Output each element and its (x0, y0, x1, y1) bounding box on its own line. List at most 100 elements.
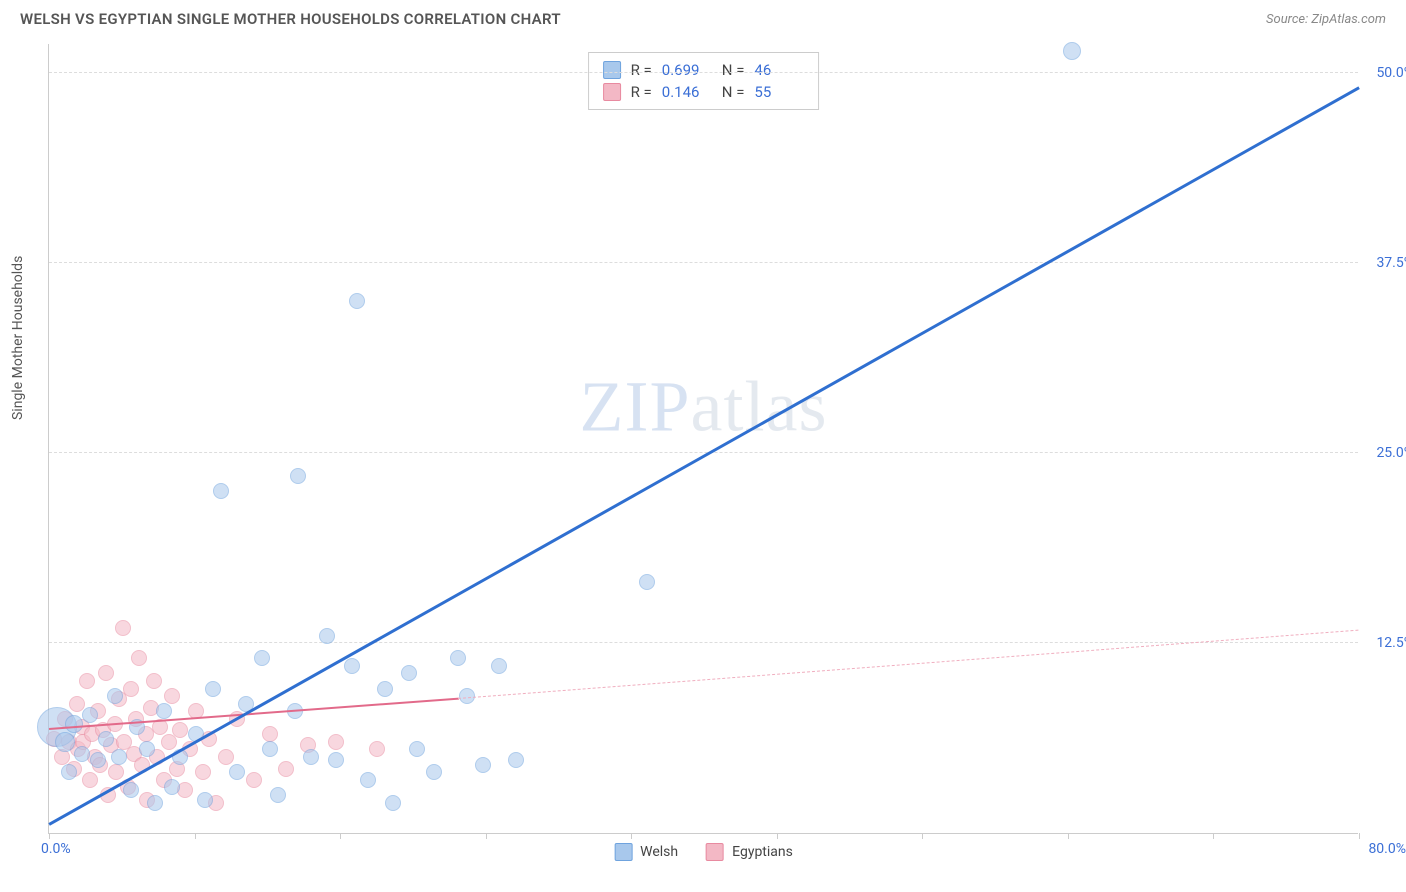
data-point (197, 792, 213, 808)
n-label: N = (722, 61, 745, 79)
data-point (111, 749, 127, 765)
trend-line (48, 86, 1359, 825)
data-point (147, 795, 163, 811)
stats-row-welsh: R = 0.699 N = 46 (603, 59, 805, 81)
data-point (90, 752, 106, 768)
data-point (74, 746, 90, 762)
data-point (115, 620, 131, 636)
data-point (98, 665, 114, 681)
legend-item-egyptians: Egyptians (706, 843, 793, 861)
data-point (1063, 42, 1081, 60)
watermark-light: atlas (691, 366, 828, 446)
scatter-chart: ZIPatlas R = 0.699 N = 46 R = 0.146 N = … (48, 44, 1358, 834)
x-tick (1068, 833, 1069, 839)
trend-line (458, 630, 1359, 699)
data-point (108, 764, 124, 780)
data-point (79, 673, 95, 689)
gridline (49, 262, 1358, 263)
data-point (377, 681, 393, 697)
data-point (65, 715, 83, 733)
data-point (450, 650, 466, 666)
data-point (131, 650, 147, 666)
legend-item-welsh: Welsh (614, 843, 678, 861)
chart-title: WELSH VS EGYPTIAN SINGLE MOTHER HOUSEHOL… (20, 10, 561, 28)
data-point (98, 731, 114, 747)
x-axis-max-label: 80.0% (1368, 841, 1406, 857)
gridline (49, 72, 1358, 73)
y-tick-label: 37.5% (1376, 255, 1406, 271)
y-tick-label: 25.0% (1376, 445, 1406, 461)
data-point (369, 741, 385, 757)
n-value-egyptians: 55 (754, 83, 804, 101)
r-label: R = (631, 83, 652, 101)
data-point (401, 665, 417, 681)
n-label: N = (722, 83, 745, 101)
data-point (475, 757, 491, 773)
y-axis-label: Single Mother Households (10, 256, 26, 420)
y-tick-label: 12.5% (1376, 635, 1406, 651)
data-point (639, 574, 655, 590)
data-point (107, 688, 123, 704)
data-point (161, 734, 177, 750)
data-point (164, 688, 180, 704)
x-tick (1359, 833, 1360, 839)
swatch-egyptians (603, 83, 621, 101)
stats-row-egyptians: R = 0.146 N = 55 (603, 81, 805, 103)
data-point (123, 681, 139, 697)
y-tick-label: 50.0% (1376, 65, 1406, 81)
data-point (290, 468, 306, 484)
data-point (278, 761, 294, 777)
data-point (55, 732, 75, 752)
x-tick (486, 833, 487, 839)
data-point (491, 658, 507, 674)
data-point (303, 749, 319, 765)
data-point (262, 726, 278, 742)
source-label: Source: ZipAtlas.com (1266, 12, 1386, 27)
x-tick (631, 833, 632, 839)
x-tick (49, 833, 50, 839)
data-point (262, 741, 278, 757)
data-point (254, 650, 270, 666)
data-point (349, 293, 365, 309)
data-point (172, 722, 188, 738)
r-label: R = (631, 61, 652, 79)
r-value-egyptians: 0.146 (662, 83, 712, 101)
data-point (319, 628, 335, 644)
data-point (82, 772, 98, 788)
data-point (328, 734, 344, 750)
data-point (195, 764, 211, 780)
x-tick (1213, 833, 1214, 839)
data-point (246, 772, 262, 788)
legend-label-welsh: Welsh (640, 844, 678, 860)
stats-legend-box: R = 0.699 N = 46 R = 0.146 N = 55 (588, 52, 820, 110)
data-point (328, 752, 344, 768)
data-point (360, 772, 376, 788)
n-value-welsh: 46 (754, 61, 804, 79)
data-point (164, 779, 180, 795)
data-point (123, 782, 139, 798)
data-point (213, 483, 229, 499)
data-point (270, 787, 286, 803)
bottom-legend: Welsh Egyptians (614, 843, 793, 861)
gridline (49, 452, 1358, 453)
data-point (146, 673, 162, 689)
data-point (229, 764, 245, 780)
r-value-welsh: 0.699 (662, 61, 712, 79)
x-tick (340, 833, 341, 839)
swatch-welsh (603, 61, 621, 79)
x-tick (777, 833, 778, 839)
data-point (218, 749, 234, 765)
gridline (49, 642, 1358, 643)
data-point (205, 681, 221, 697)
data-point (156, 703, 172, 719)
data-point (61, 764, 77, 780)
data-point (139, 741, 155, 757)
data-point (344, 658, 360, 674)
x-axis-min-label: 0.0% (41, 841, 71, 857)
data-point (508, 752, 524, 768)
legend-label-egyptians: Egyptians (732, 844, 793, 860)
x-tick (195, 833, 196, 839)
data-point (385, 795, 401, 811)
legend-swatch-welsh (614, 843, 632, 861)
data-point (426, 764, 442, 780)
